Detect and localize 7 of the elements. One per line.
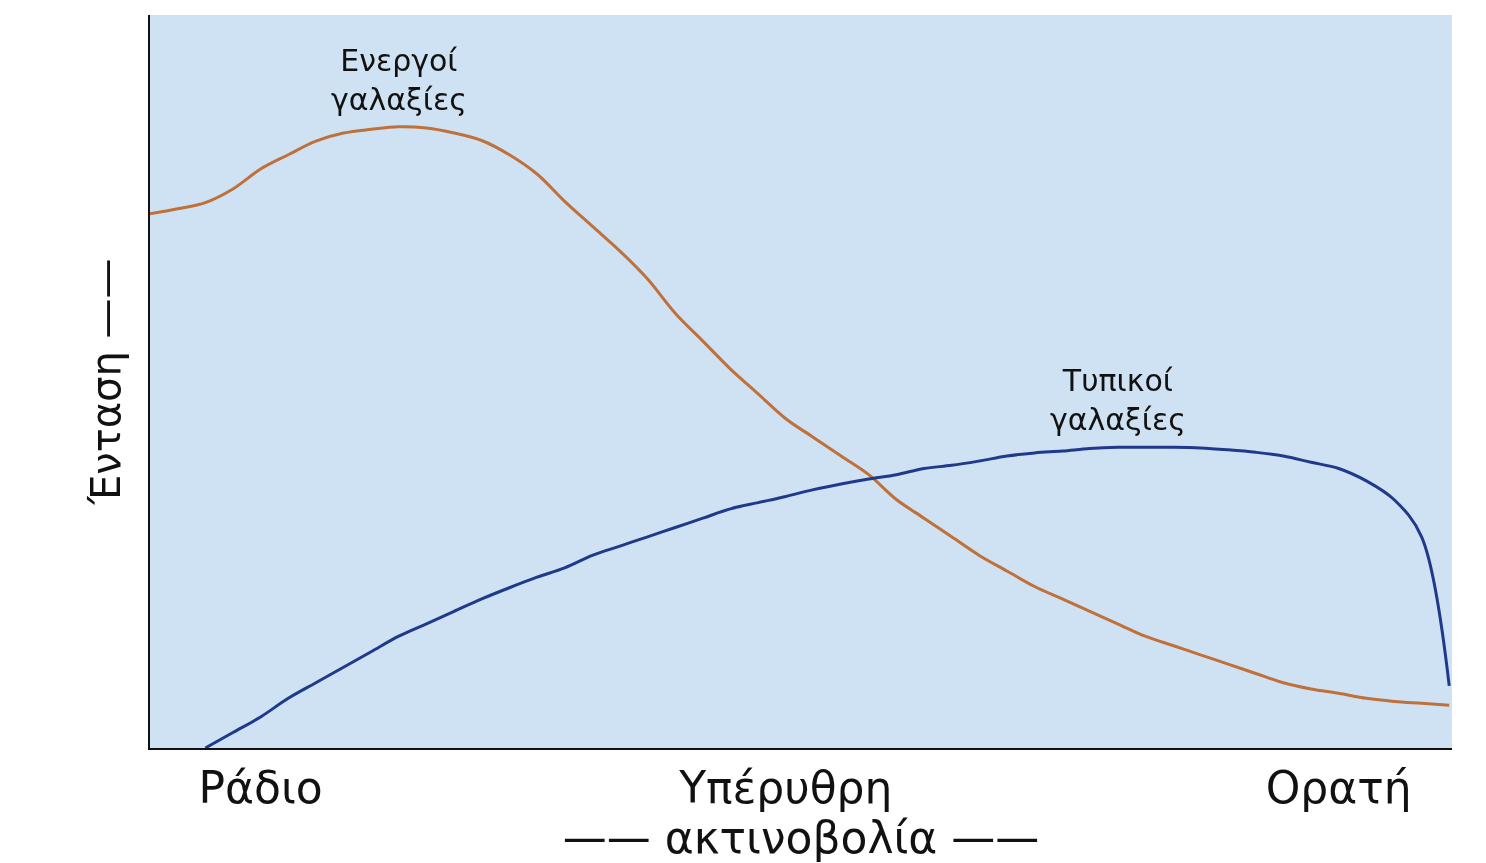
series-label: Ενεργοί γαλαξίες [331,43,467,117]
y-axis-title: Ένταση —— [83,258,129,506]
x-axis-title: —— ακτινοβολία —— [562,812,1040,863]
x-tick-label: Ράδιο [198,761,323,813]
series-label: Τυπικοί γαλαξίες [1050,363,1186,437]
x-tick-label: Ορατή [1265,761,1412,813]
x-tick-label: Υπέρυθρη [678,761,893,813]
